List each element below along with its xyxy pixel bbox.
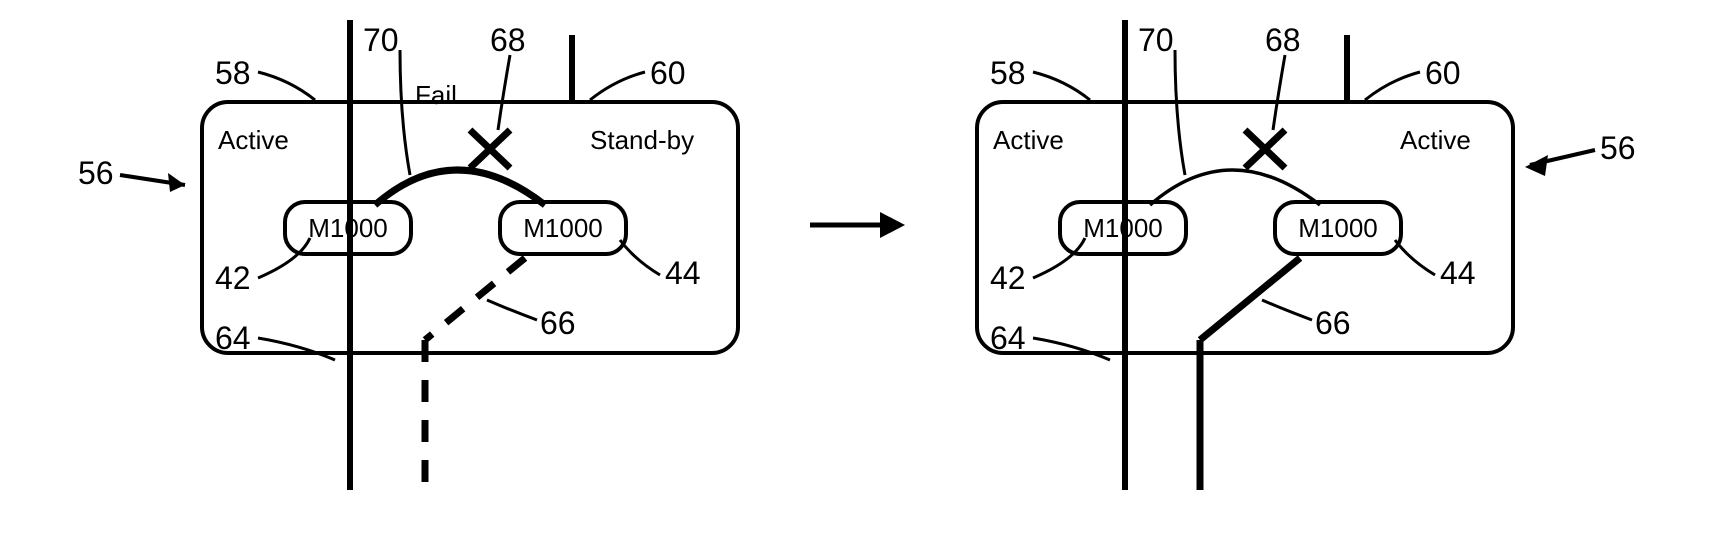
left-status-standby: Stand-by [590, 125, 694, 156]
left-module-1: M1000 [283, 200, 413, 256]
r-n66: 66 [1315, 305, 1351, 342]
l-n66: 66 [540, 305, 576, 342]
transition-arrow-head [880, 212, 905, 238]
r-arrow-56-line [1530, 150, 1595, 165]
left-fail-label: Fail [415, 80, 457, 111]
l-n42: 42 [215, 260, 251, 297]
l-lead-60 [590, 72, 645, 100]
left-module-2: M1000 [498, 200, 628, 256]
l-n70: 70 [363, 22, 399, 59]
right-module-2-label: M1000 [1298, 213, 1378, 244]
r-n42: 42 [990, 260, 1026, 297]
l-n60: 60 [650, 55, 686, 92]
left-status-active: Active [218, 125, 289, 156]
right-module-1-label: M1000 [1083, 213, 1163, 244]
l-n56: 56 [78, 155, 114, 192]
r-n58: 58 [990, 55, 1026, 92]
right-status-active-r: Active [1400, 125, 1471, 156]
left-module-1-label: M1000 [308, 213, 388, 244]
r-n44: 44 [1440, 255, 1476, 292]
diagram-canvas: M1000 M1000 M1000 M1000 Active Stand-by … [0, 0, 1711, 552]
l-n44: 44 [665, 255, 701, 292]
l-n68: 68 [490, 22, 526, 59]
l-lead-58 [258, 72, 315, 100]
l-n64: 64 [215, 320, 251, 357]
right-status-active-l: Active [993, 125, 1064, 156]
l-arrow-56-line [120, 175, 185, 185]
right-module-1: M1000 [1058, 200, 1188, 256]
r-n68: 68 [1265, 22, 1301, 59]
r-lead-60 [1365, 72, 1420, 100]
r-lead-58 [1033, 72, 1090, 100]
l-n58: 58 [215, 55, 251, 92]
r-n70: 70 [1138, 22, 1174, 59]
right-module-2: M1000 [1273, 200, 1403, 256]
left-module-2-label: M1000 [523, 213, 603, 244]
r-n64: 64 [990, 320, 1026, 357]
r-n56: 56 [1600, 130, 1636, 167]
r-arrow-56-head [1525, 155, 1548, 176]
r-n60: 60 [1425, 55, 1461, 92]
l-arrow-56-head [168, 173, 185, 192]
